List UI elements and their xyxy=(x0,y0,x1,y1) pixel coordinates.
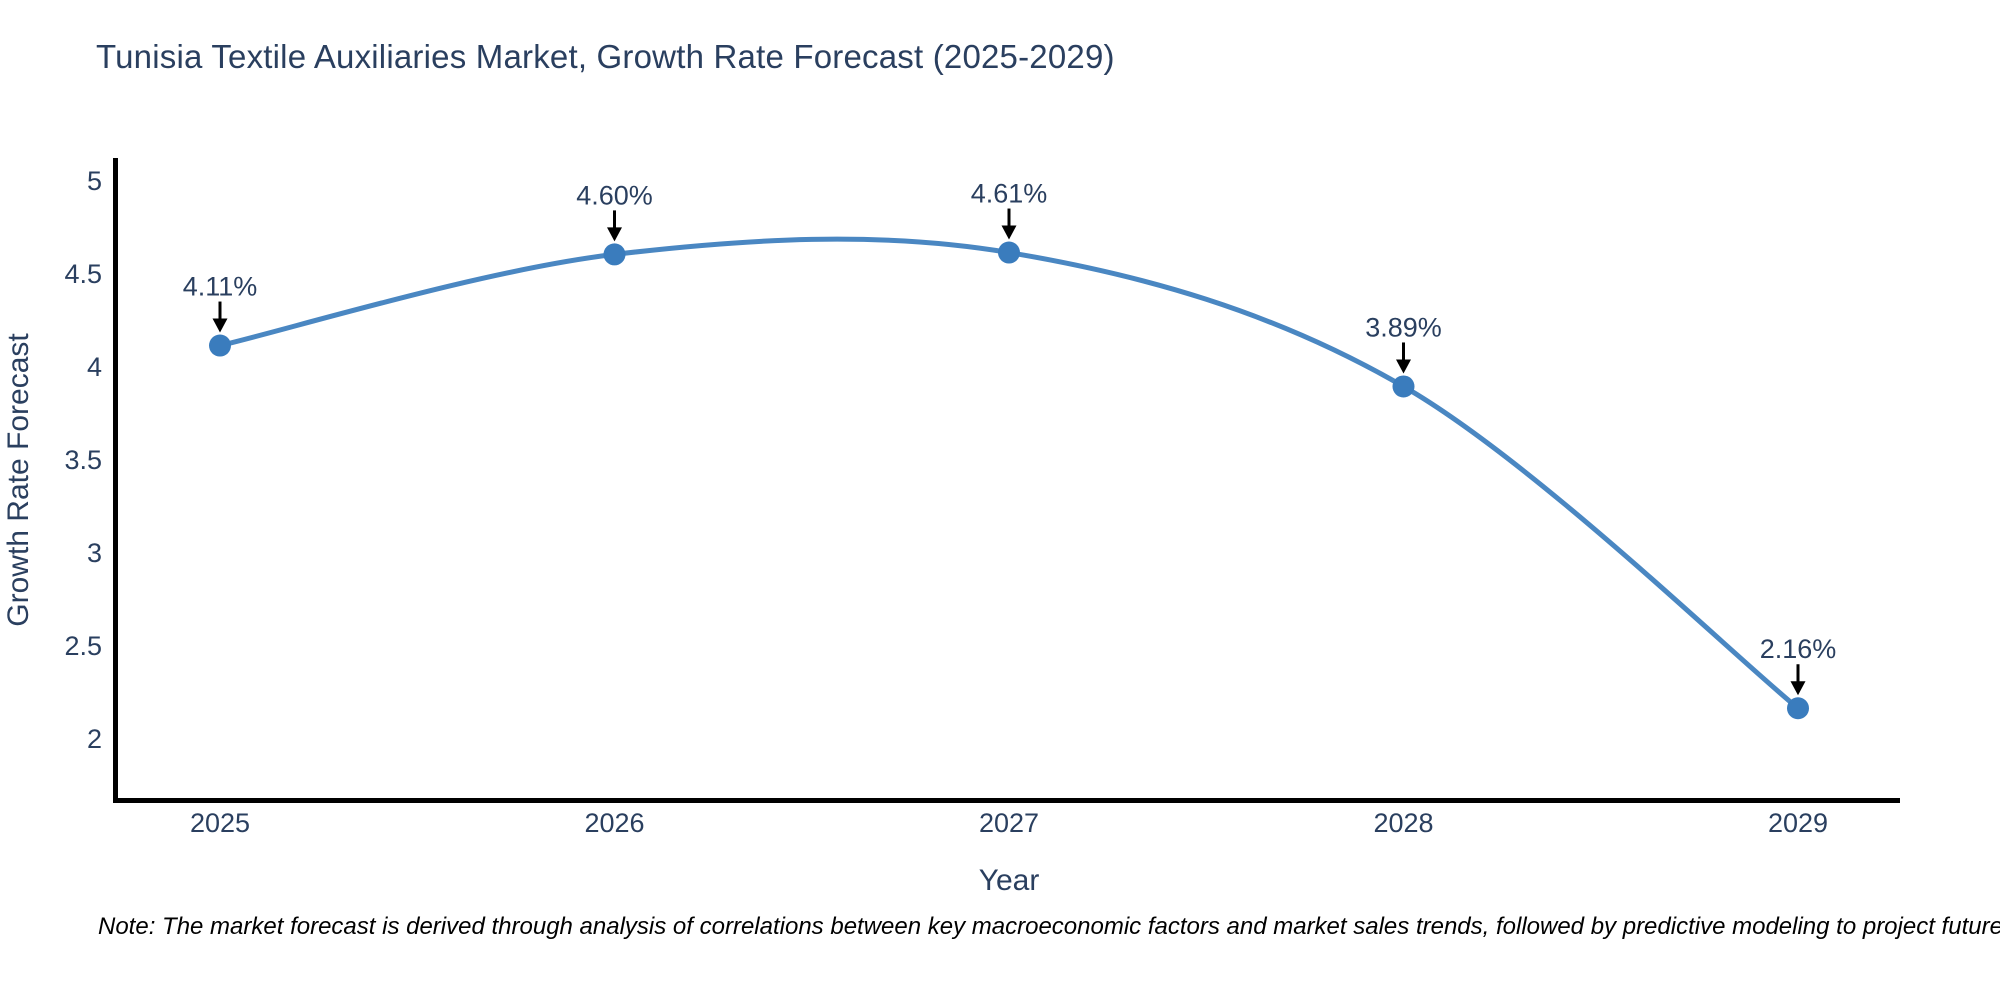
x-axis-title: Year xyxy=(979,864,1040,897)
annotation-arrowhead xyxy=(1396,359,1411,374)
y-tick-label: 3.5 xyxy=(64,445,102,475)
chart-title: Tunisia Textile Auxiliaries Market, Grow… xyxy=(96,38,1115,75)
annotation-arrowhead xyxy=(1001,225,1017,240)
series-line xyxy=(217,236,1801,711)
y-tick-label: 2 xyxy=(87,724,102,754)
annotation-arrowhead xyxy=(607,227,622,242)
y-tick-label: 3 xyxy=(87,538,102,568)
x-tick-label: 2028 xyxy=(1373,808,1433,838)
data-point-marker xyxy=(998,241,1020,264)
data-point-marker xyxy=(1392,375,1415,398)
y-tick-label: 4.5 xyxy=(64,259,102,289)
annotation-label: 2.16% xyxy=(1760,634,1837,664)
y-tick-label: 5 xyxy=(87,166,102,196)
data-point-marker xyxy=(1787,697,1809,720)
annotation-label: 4.61% xyxy=(971,179,1048,209)
annotation-label: 3.89% xyxy=(1365,312,1442,342)
annotation-arrowhead xyxy=(212,318,228,333)
x-tick-label: 2029 xyxy=(1768,808,1828,838)
annotation-label: 4.60% xyxy=(576,180,653,210)
y-axis-title: Growth Rate Forecast xyxy=(2,333,35,627)
data-point-marker xyxy=(209,334,231,357)
annotation-label: 4.11% xyxy=(183,272,258,302)
x-tick-label: 2027 xyxy=(979,808,1039,838)
y-tick-label: 2.5 xyxy=(64,631,102,661)
x-tick-label: 2025 xyxy=(190,808,250,838)
x-tick-label: 2026 xyxy=(584,808,644,838)
footnote: Note: The market forecast is derived thr… xyxy=(98,913,2000,940)
y-tick-label: 4 xyxy=(87,352,102,382)
annotation-arrowhead xyxy=(1790,681,1806,696)
data-point-marker xyxy=(603,243,626,266)
